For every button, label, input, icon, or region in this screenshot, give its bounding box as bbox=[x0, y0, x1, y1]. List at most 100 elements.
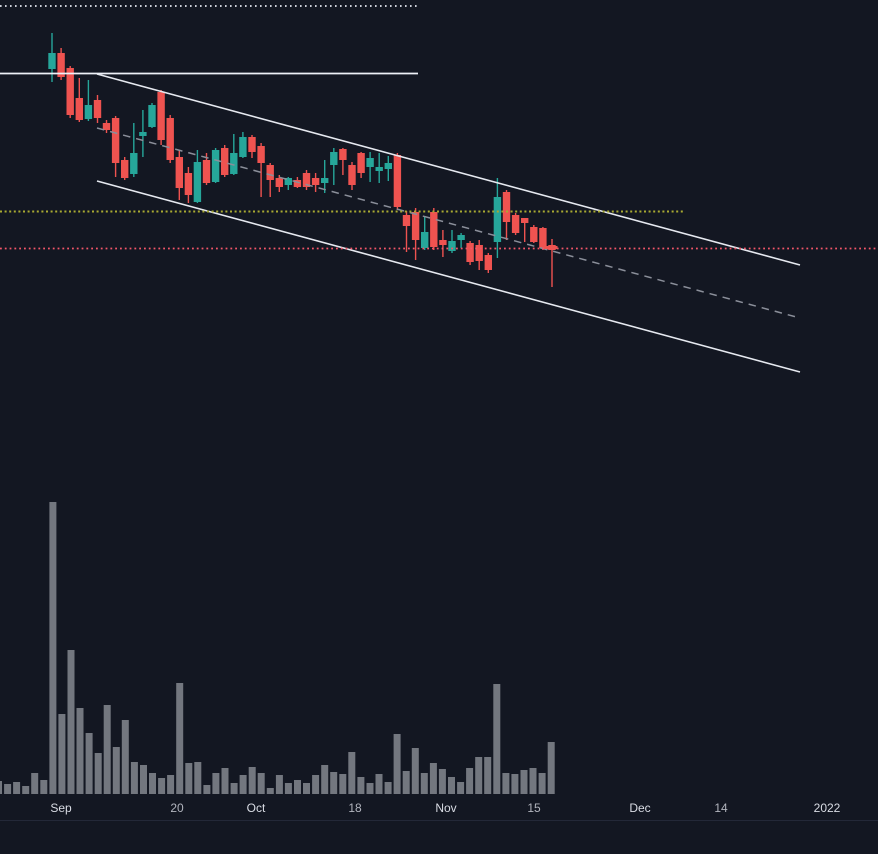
volume-bar bbox=[420, 773, 428, 794]
candle bbox=[248, 135, 256, 158]
time-axis[interactable]: Sep 20 Oct 18 Nov 15 Dec 14 2022 bbox=[0, 801, 878, 821]
candle-body bbox=[75, 98, 83, 120]
candle-body bbox=[84, 105, 93, 119]
volume-bar bbox=[103, 705, 111, 794]
candle-body bbox=[402, 215, 411, 226]
candle-body bbox=[339, 149, 347, 160]
candle bbox=[175, 150, 183, 200]
candle-wick bbox=[324, 160, 326, 193]
candle-body bbox=[411, 212, 420, 240]
candle-wick bbox=[342, 148, 344, 175]
candle-body bbox=[448, 241, 456, 251]
candle-body bbox=[357, 153, 365, 173]
candle bbox=[121, 157, 129, 180]
candle-body bbox=[248, 137, 256, 152]
volume-bar bbox=[185, 763, 193, 794]
candle-body bbox=[430, 212, 438, 247]
volume-bar bbox=[194, 762, 202, 794]
candle-body bbox=[302, 173, 311, 187]
candle bbox=[357, 152, 365, 178]
candle-body bbox=[466, 243, 474, 262]
volume-bar bbox=[303, 783, 310, 794]
candle-body bbox=[257, 146, 265, 163]
candle-wick bbox=[460, 233, 462, 248]
candle bbox=[102, 120, 111, 133]
volume-bar bbox=[266, 788, 274, 794]
time-axis-label: Sep bbox=[50, 801, 72, 815]
candle bbox=[266, 163, 274, 197]
candle-body bbox=[457, 235, 465, 240]
volume-bar bbox=[393, 734, 401, 794]
candle-body bbox=[393, 155, 402, 207]
candle bbox=[284, 177, 292, 190]
candle bbox=[184, 167, 193, 203]
candle bbox=[411, 208, 420, 260]
candle-body bbox=[293, 180, 302, 187]
candle bbox=[393, 153, 402, 210]
candle bbox=[257, 143, 265, 197]
volume-bar bbox=[339, 774, 347, 794]
channel-lower-line[interactable] bbox=[96, 180, 801, 373]
candle-wick bbox=[333, 148, 335, 185]
candle-body bbox=[275, 178, 283, 187]
volume-bar bbox=[76, 708, 84, 794]
candle-wick bbox=[260, 143, 262, 197]
candle-body bbox=[239, 137, 247, 157]
candle-body bbox=[521, 218, 529, 223]
candle-body bbox=[475, 245, 483, 261]
volume-bar bbox=[484, 757, 492, 794]
volume-bar bbox=[257, 773, 265, 794]
volume-bar bbox=[402, 771, 410, 794]
volume-bar bbox=[158, 778, 166, 794]
volume-bar bbox=[212, 773, 220, 794]
candle bbox=[157, 90, 165, 145]
time-axis-label: 18 bbox=[348, 801, 362, 815]
volume-bar bbox=[511, 774, 519, 794]
candle bbox=[339, 148, 347, 175]
candle-body bbox=[384, 163, 392, 169]
candle bbox=[384, 156, 392, 181]
candle-body bbox=[321, 178, 329, 183]
volume-bar bbox=[475, 757, 483, 794]
candle-body bbox=[366, 158, 374, 167]
volume-bar bbox=[230, 783, 238, 794]
channel-upper-line[interactable] bbox=[96, 73, 801, 266]
volume-bar bbox=[384, 782, 392, 794]
candle-wick bbox=[405, 211, 408, 252]
candle-body bbox=[166, 118, 174, 160]
candle bbox=[421, 216, 429, 250]
time-axis-label: 20 bbox=[170, 801, 184, 815]
volume-bar bbox=[448, 777, 455, 794]
trend-channel[interactable] bbox=[96, 73, 801, 373]
candle bbox=[348, 162, 356, 190]
candle bbox=[166, 115, 174, 163]
candle bbox=[66, 66, 74, 118]
time-axis-label: Oct bbox=[247, 801, 266, 815]
volume-bar bbox=[330, 772, 338, 794]
volume-bar bbox=[40, 780, 48, 794]
volume-bar bbox=[375, 774, 383, 794]
time-axis-label: 15 bbox=[527, 801, 541, 815]
candle-body bbox=[221, 148, 229, 175]
volume-bar bbox=[140, 765, 147, 794]
time-axis-label: Dec bbox=[629, 801, 650, 815]
candle bbox=[430, 208, 438, 250]
candle-body bbox=[139, 132, 147, 136]
volume-bar bbox=[22, 786, 30, 794]
volume-bar bbox=[94, 753, 102, 794]
candle-body bbox=[502, 192, 511, 222]
candle bbox=[302, 170, 311, 190]
volume-bar bbox=[31, 773, 39, 794]
candle-body bbox=[539, 228, 547, 248]
candle bbox=[493, 178, 502, 258]
candle-body bbox=[211, 150, 220, 182]
volume-bar bbox=[547, 742, 555, 794]
candle bbox=[511, 213, 520, 235]
candle bbox=[539, 227, 547, 250]
candle bbox=[75, 78, 83, 122]
candle bbox=[57, 48, 65, 80]
candle-body bbox=[93, 100, 102, 118]
volume-bar bbox=[167, 775, 175, 794]
